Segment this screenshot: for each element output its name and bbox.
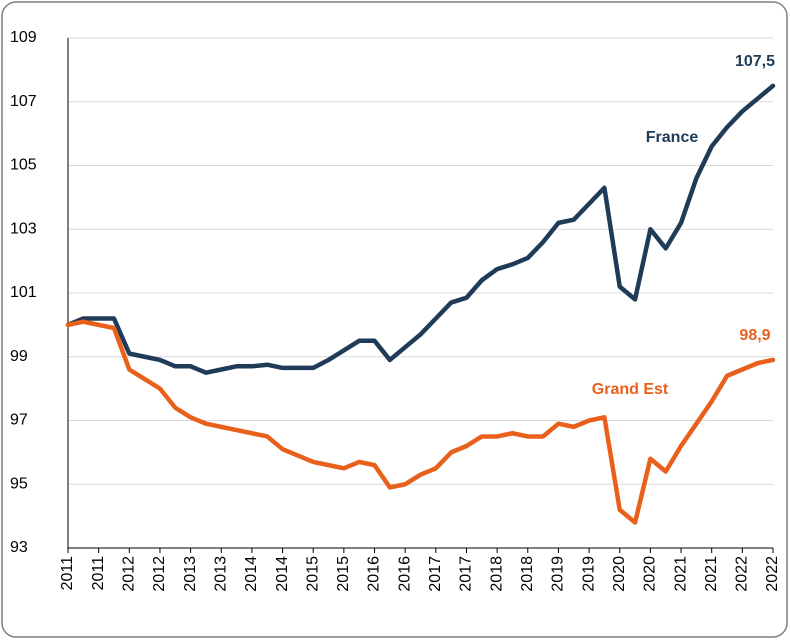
x-tick-label: 2014 — [243, 556, 260, 592]
x-tick-label: 2014 — [274, 556, 291, 592]
x-tick-label: 2022 — [764, 556, 781, 592]
x-tick-label: 2016 — [396, 556, 413, 592]
x-tick-label: 2011 — [90, 556, 107, 591]
x-tick-label: 2018 — [488, 556, 505, 592]
series-label: Grand Est — [592, 381, 669, 398]
series-line — [65, 319, 776, 525]
x-tick-label: 2019 — [550, 556, 567, 592]
y-tick-label: 93 — [10, 539, 28, 556]
x-tick-label: 2020 — [611, 556, 628, 592]
x-tick-label: 2021 — [703, 556, 720, 592]
x-tick-label: 2017 — [427, 556, 444, 592]
x-tick-label: 2013 — [212, 556, 229, 592]
y-tick-label: 107 — [10, 93, 37, 110]
x-tick-label: 2012 — [121, 556, 138, 592]
y-tick-label: 109 — [10, 29, 37, 46]
x-tick-label: 2021 — [672, 556, 689, 592]
x-tick-label: 2017 — [458, 556, 475, 592]
y-tick-label: 99 — [10, 348, 28, 365]
y-tick-label: 97 — [10, 412, 28, 429]
x-tick-label: 2019 — [580, 556, 597, 592]
x-tick-label: 2018 — [519, 556, 536, 592]
x-tick-label: 2015 — [335, 556, 352, 592]
y-tick-label: 105 — [10, 157, 37, 174]
y-tick-label: 95 — [10, 475, 28, 492]
y-tick-label: 101 — [10, 284, 37, 301]
x-tick-label: 2015 — [304, 556, 321, 592]
x-tick-label: 2016 — [366, 556, 383, 592]
series-line — [65, 83, 776, 375]
x-tick-label: 2012 — [151, 556, 168, 592]
x-tick-label: 2011 — [59, 556, 76, 591]
x-tick-label: 2013 — [182, 556, 199, 592]
series-label: France — [646, 129, 699, 146]
y-tick-label: 103 — [10, 220, 37, 237]
value-label: 98,9 — [739, 327, 770, 344]
value-label: 107,5 — [735, 53, 775, 70]
x-tick-label: 2022 — [734, 556, 751, 592]
x-tick-label: 2020 — [642, 556, 659, 592]
